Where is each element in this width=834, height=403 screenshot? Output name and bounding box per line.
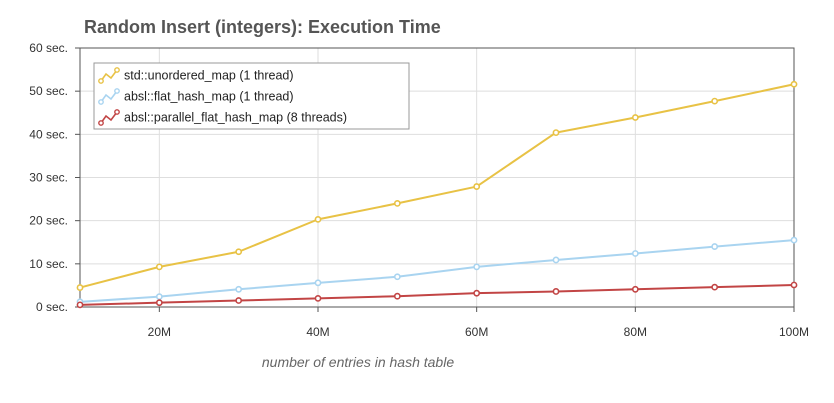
y-tick-label: 40 sec. [29,127,68,141]
legend-swatch-point [98,78,104,84]
data-point [711,97,719,105]
legend-label: std::unordered_map (1 thread) [124,69,294,83]
legend-box [93,62,410,130]
legend-swatch-line [100,69,118,82]
legend[interactable]: std::unordered_map (1 thread)absl::flat_… [93,62,410,130]
data-point [314,279,322,287]
y-tick-label: 10 sec. [29,257,68,271]
data-point [235,297,243,304]
data-point [393,292,401,300]
legend-swatch-line [100,111,118,124]
legend-swatch-point [98,120,104,126]
data-point [790,236,798,244]
chart-title: Random Insert (integers): Execution Time [84,17,441,37]
series-line [79,83,795,289]
x-tick-label: 40M [306,325,329,339]
data-point [631,250,639,257]
data-point [711,283,719,291]
data-point [155,293,163,301]
data-point [631,114,639,121]
y-tick-label: 20 sec. [29,214,68,228]
y-axis: 0 sec. 10 sec. 20 sec. 30 sec. 40 sec. 50 sec… [29,41,80,314]
data-point [393,199,401,207]
data-point [473,289,481,297]
data-point [711,243,719,250]
y-tick-label: 50 sec. [29,84,68,98]
x-tick-label: 100M [779,325,809,339]
series-line [79,239,795,303]
data-point [790,281,798,289]
data-point [473,183,481,190]
data-point [235,248,243,256]
y-tick-label: 30 sec. [29,171,68,185]
legend-item[interactable]: std::unordered_map (1 thread) [98,67,294,84]
series-layer [76,80,798,309]
data-point [790,80,798,88]
data-point [314,215,322,223]
series-3 [76,281,798,309]
x-tick-label: 60M [465,325,488,339]
data-point [155,263,163,271]
y-tick-label: 0 sec. [36,300,68,314]
legend-swatch-point [114,67,120,73]
x-axis-label: number of entries in hash table [262,354,454,370]
y-tick-label: 60 sec. [29,41,68,55]
data-point [552,256,560,264]
x-tick-label: 80M [624,325,647,339]
data-point [552,129,560,137]
legend-item[interactable]: absl::flat_hash_map (1 thread) [98,88,294,105]
legend-item[interactable]: absl::parallel_flat_hash_map (8 threads) [98,109,347,126]
x-tick-label: 20M [148,325,171,339]
data-point [473,263,481,271]
legend-label: absl::flat_hash_map (1 thread) [124,90,294,104]
data-point [76,301,84,309]
data-point [631,285,639,293]
legend-label: absl::parallel_flat_hash_map (8 threads) [124,111,347,125]
legend-swatch-point [98,99,104,105]
data-point [552,288,560,295]
x-axis: 20M 40M 60M 80M 100M [148,307,809,339]
data-point [155,299,163,307]
legend-swatch-point [114,109,120,115]
series-line [79,283,795,306]
legend-swatch-point [114,88,120,94]
data-point [314,294,322,302]
data-point [393,273,401,281]
data-point [235,285,243,293]
series-1 [76,80,798,291]
data-point [76,284,84,291]
legend-swatch-line [100,90,118,103]
series-2 [76,236,798,306]
